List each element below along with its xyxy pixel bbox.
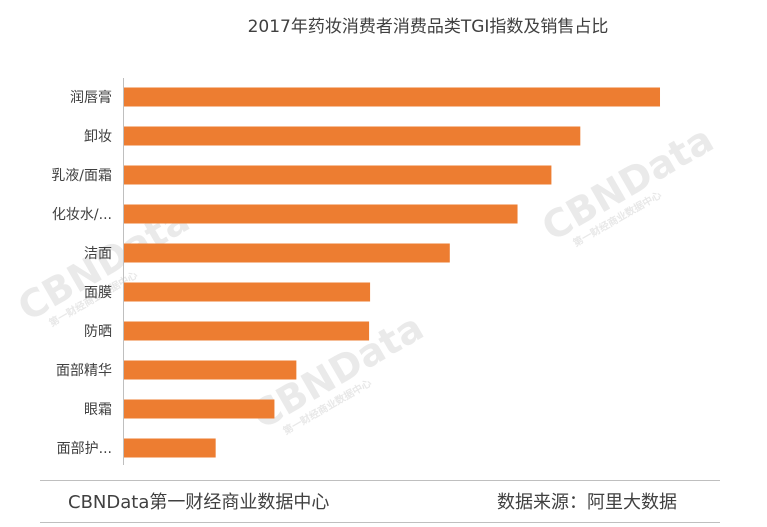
bar-1 bbox=[124, 126, 581, 146]
category-label: 乳液/面霜 bbox=[51, 168, 112, 184]
category-label: 防晒 bbox=[84, 324, 112, 340]
category-label: 眼霜 bbox=[84, 402, 112, 418]
bar-0 bbox=[124, 87, 661, 107]
bar-8 bbox=[124, 399, 275, 419]
category-label: 卸妆 bbox=[84, 129, 112, 145]
category-label: 化妆水/... bbox=[52, 207, 112, 223]
bar-7 bbox=[124, 360, 297, 380]
category-label: 面膜 bbox=[84, 285, 112, 301]
bar-3 bbox=[124, 204, 518, 224]
category-label: 面部精华 bbox=[56, 363, 112, 379]
bar-5 bbox=[124, 282, 371, 302]
footer-source: 数据来源：阿里大数据 bbox=[497, 492, 677, 513]
chart-title: 2017年药妆消费者消费品类TGI指数及销售占比 bbox=[248, 17, 609, 37]
footer-divider-bottom bbox=[40, 522, 720, 523]
category-label: 洁面 bbox=[84, 246, 112, 262]
bar-9 bbox=[124, 438, 216, 458]
bar-4 bbox=[124, 243, 450, 263]
category-label: 润唇膏 bbox=[70, 89, 112, 106]
bars-group bbox=[124, 87, 661, 458]
bar-2 bbox=[124, 165, 552, 185]
footer-brand: CBNData第一财经商业数据中心 bbox=[68, 492, 330, 513]
category-label: 面部护... bbox=[57, 441, 112, 457]
bar-6 bbox=[124, 321, 370, 341]
footer-divider-top bbox=[40, 480, 720, 481]
